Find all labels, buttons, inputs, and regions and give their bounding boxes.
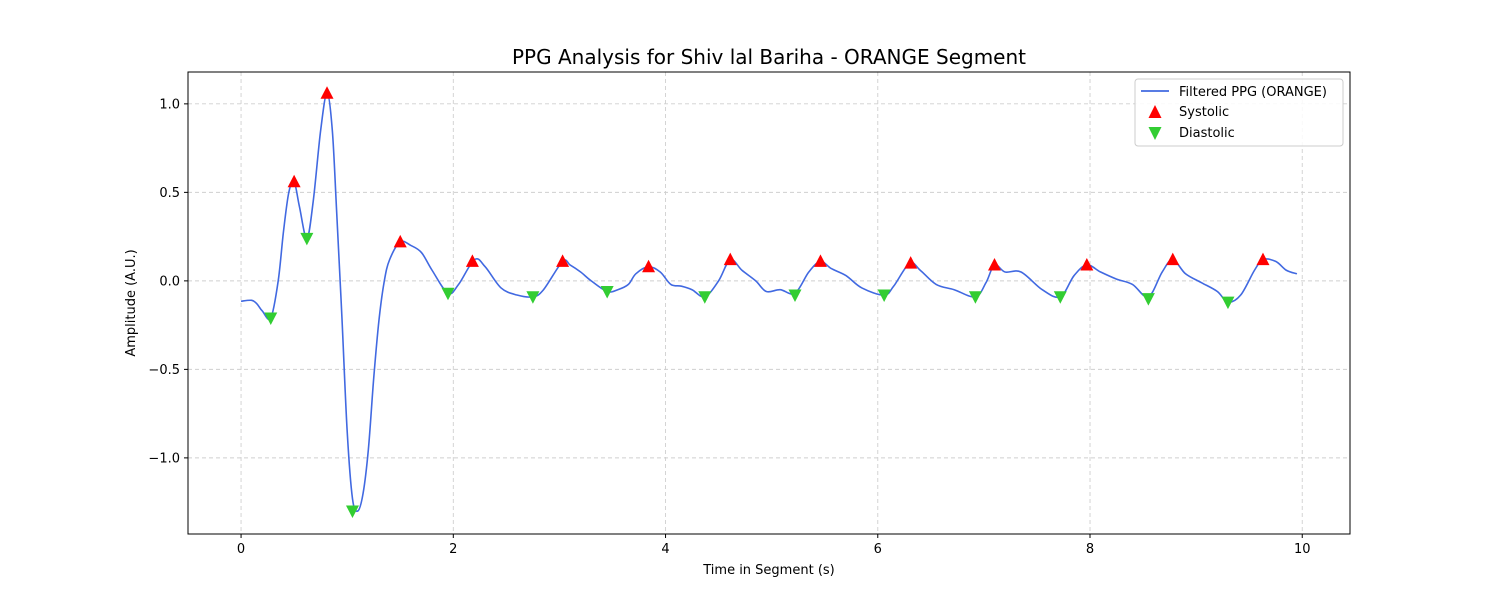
x-tick-label: 4 (661, 542, 669, 557)
diastolic-marker (345, 505, 359, 518)
y-tick-label: −1.0 (148, 451, 180, 466)
x-tick-label: 2 (449, 542, 457, 557)
axis-ticks: 0 2 4 6 8 10 1.0 0.5 0.0 −0.5 −1.0 (148, 97, 1310, 557)
diastolic-marker (788, 289, 802, 303)
systolic-marker (813, 254, 827, 267)
diastolic-marker (968, 291, 982, 304)
legend-label-systolic: Systolic (1179, 105, 1229, 120)
diastolic-marker (441, 287, 455, 301)
x-tick-label: 0 (237, 542, 245, 557)
diastolic-marker (600, 285, 614, 299)
systolic-marker (1166, 252, 1180, 266)
diastolic-marker (877, 289, 891, 303)
plot-area (240, 86, 1298, 518)
x-axis-label: Time in Segment (s) (702, 563, 834, 578)
systolic-marker (1256, 252, 1270, 266)
diastolic-marker (698, 291, 712, 304)
x-tick-label: 10 (1294, 542, 1311, 557)
diastolic-marker (526, 291, 540, 304)
legend-label-filtered: Filtered PPG (ORANGE) (1179, 85, 1327, 100)
legend-diastolic-icon (1148, 127, 1162, 140)
legend-box (1134, 78, 1344, 147)
diastolic-marker (1141, 293, 1155, 306)
x-tick-label: 8 (1086, 542, 1094, 557)
legend: Filtered PPG (ORANGE) Systolic Diastolic (1134, 78, 1344, 147)
plot-frame (187, 71, 1351, 535)
systolic-marker (393, 234, 407, 248)
systolic-marker (988, 257, 1002, 271)
x-tick-label: 6 (874, 542, 882, 557)
y-tick-label: −0.5 (148, 363, 180, 378)
y-tick-label: 1.0 (159, 97, 180, 112)
systolic-marker (465, 254, 479, 267)
diastolic-marker (300, 232, 314, 246)
diastolic-marker (1053, 291, 1067, 304)
systolic-marker (1080, 257, 1094, 271)
filtered-ppg-line (240, 92, 1298, 513)
y-tick-label: 0.5 (159, 186, 180, 201)
legend-label-diastolic: Diastolic (1179, 126, 1235, 141)
diastolic-marker (1221, 296, 1235, 310)
legend-systolic-icon (1148, 105, 1162, 118)
systolic-marker (904, 256, 918, 269)
y-tick-label: 0.0 (159, 274, 180, 289)
systolic-marker (556, 254, 570, 267)
systolic-marker (320, 86, 334, 99)
diastolic-marker (264, 312, 278, 326)
chart-title: PPG Analysis for Shiv lal Bariha - ORANG… (512, 45, 1026, 69)
systolic-marker (287, 174, 301, 188)
systolic-marker (642, 259, 656, 273)
y-axis-label: Amplitude (A.U.) (124, 249, 139, 356)
systolic-marker (723, 252, 737, 266)
